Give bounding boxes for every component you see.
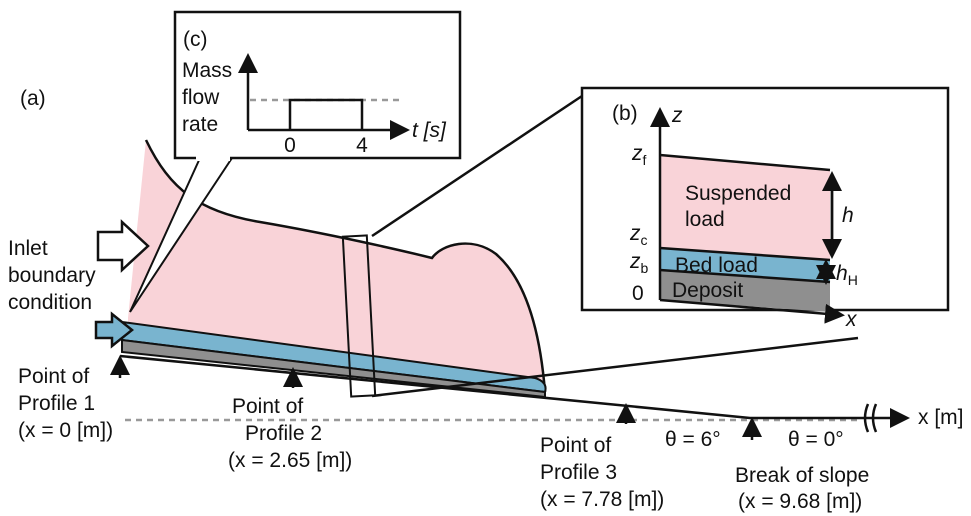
y-label: flow (182, 86, 220, 109)
tick-label: 4 (356, 134, 368, 157)
angle-label: θ = 6° (665, 428, 721, 451)
profile-label: Point of (18, 365, 89, 388)
symbol: z (629, 250, 641, 273)
symbol: z (631, 142, 643, 165)
profile-label: Profile 1 (18, 392, 95, 415)
callout-gap (196, 156, 230, 161)
profile-label: (x = 2.65 [m]) (228, 449, 352, 472)
profile-label: Profile 2 (245, 422, 322, 445)
y-label: rate (182, 113, 218, 136)
layer-label: load (685, 208, 725, 231)
profile-label: Profile 3 (540, 461, 617, 484)
layer-label: Bed load (675, 254, 758, 277)
break-label: (x = 9.68 [m]) (738, 490, 862, 513)
panel-label: (c) (183, 28, 208, 51)
inlet-label: boundary (8, 264, 96, 287)
axis-label: x (845, 308, 858, 331)
x-label: t [s] (412, 119, 447, 142)
layer-label: Deposit (672, 279, 743, 302)
profile-label: Point of (232, 395, 303, 418)
subscript: f (643, 152, 647, 168)
subscript: b (641, 260, 649, 276)
panel-label: (b) (612, 102, 638, 125)
y-label: Mass (182, 59, 232, 82)
profile-label: (x = 0 [m]) (18, 419, 113, 442)
axis-label: x [m] (918, 406, 964, 429)
layer-label: Suspended (685, 182, 791, 205)
inlet-label: Inlet (8, 237, 48, 260)
tick-label: 0 (284, 134, 296, 157)
inlet-label: condition (8, 291, 92, 314)
subscript: H (848, 272, 858, 288)
panel-label: (a) (20, 87, 46, 110)
break-label: Break of slope (735, 464, 869, 487)
axis-label: z (671, 104, 683, 127)
profile-label: (x = 7.78 [m]) (540, 488, 664, 511)
symbol: h (836, 262, 848, 285)
symbol: z (629, 222, 641, 245)
figure: (a) Inlet boundary condition Point of Pr… (0, 0, 971, 516)
h-label: h (842, 204, 854, 227)
profile-label: Point of (540, 434, 611, 457)
angle-label: θ = 0° (788, 428, 844, 451)
subscript: c (641, 232, 648, 248)
level-label: 0 (632, 282, 644, 305)
